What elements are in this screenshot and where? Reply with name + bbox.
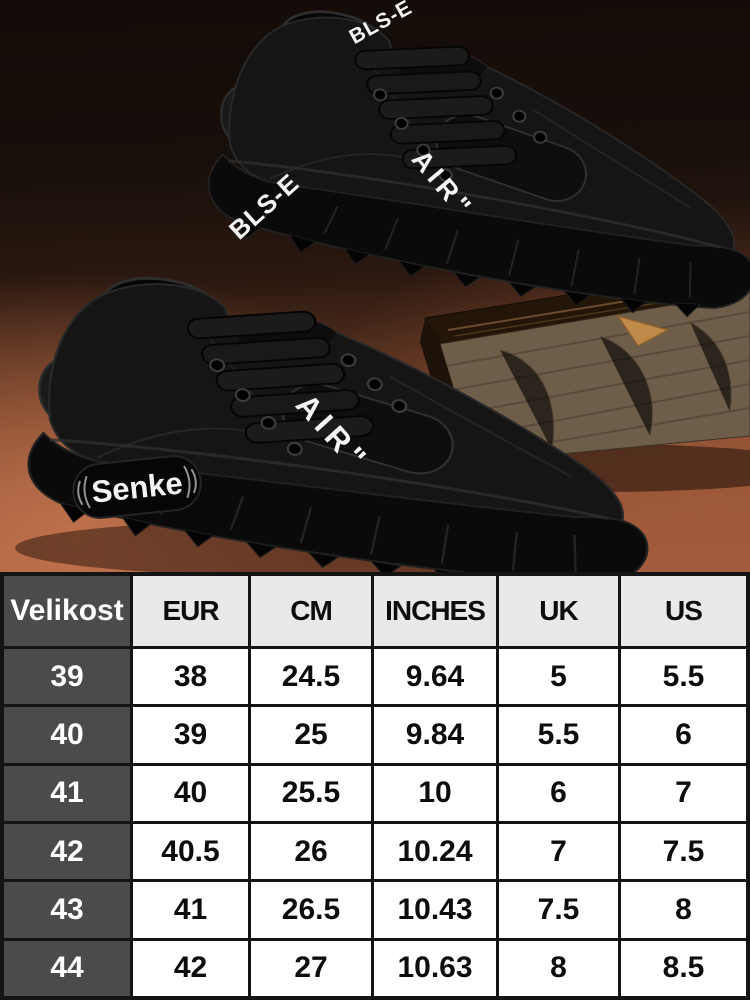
size-table-header-inches: INCHES bbox=[374, 576, 496, 646]
size-row-label: 43 bbox=[4, 882, 130, 938]
product-photo-art: Senke BLS-E AIR" BLS-E AIR" bbox=[10, 0, 750, 572]
size-cell-uk: 7 bbox=[499, 823, 618, 880]
size-cell-inches: 10 bbox=[374, 765, 496, 821]
size-cell-uk: 7.5 bbox=[499, 882, 618, 938]
size-cell-inches: 10.43 bbox=[374, 882, 496, 938]
size-cell-eur: 39 bbox=[133, 707, 248, 763]
size-cell-cm: 24.5 bbox=[251, 649, 371, 705]
size-chart-table: Velikost EUR CM INCHES UK US 39 38 24.5 … bbox=[0, 572, 750, 1000]
size-cell-uk: 6 bbox=[499, 765, 618, 821]
size-cell-inches: 9.84 bbox=[374, 707, 496, 763]
size-cell-us: 8 bbox=[621, 882, 746, 938]
size-table-header-cm: CM bbox=[251, 576, 371, 646]
size-cell-cm: 27 bbox=[251, 940, 371, 996]
size-cell-us: 7 bbox=[621, 765, 746, 821]
size-cell-inches: 10.63 bbox=[374, 940, 496, 996]
size-row-label: 40 bbox=[4, 707, 130, 763]
size-cell-cm: 26.5 bbox=[251, 882, 371, 938]
size-row-label: 41 bbox=[4, 765, 130, 821]
size-cell-eur: 42 bbox=[133, 940, 248, 996]
size-row-label: 44 bbox=[4, 940, 130, 996]
size-cell-eur: 40 bbox=[133, 765, 248, 821]
size-cell-cm: 25.5 bbox=[251, 765, 371, 821]
size-cell-uk: 5.5 bbox=[499, 707, 618, 763]
size-row-label: 42 bbox=[4, 823, 130, 880]
size-cell-uk: 5 bbox=[499, 649, 618, 705]
sole-logo-capsule: Senke bbox=[72, 455, 202, 519]
size-cell-eur: 38 bbox=[133, 649, 248, 705]
size-cell-us: 7.5 bbox=[621, 823, 746, 880]
size-cell-cm: 25 bbox=[251, 707, 371, 763]
size-cell-eur: 40.5 bbox=[133, 823, 248, 880]
size-cell-cm: 26 bbox=[251, 823, 371, 880]
size-cell-uk: 8 bbox=[499, 940, 618, 996]
size-table-header-eur: EUR bbox=[133, 576, 248, 646]
size-row-label: 39 bbox=[4, 649, 130, 705]
size-cell-us: 6 bbox=[621, 707, 746, 763]
product-photo: Senke BLS-E AIR" BLS-E AIR" bbox=[0, 0, 750, 572]
size-table-header-uk: UK bbox=[499, 576, 618, 646]
size-cell-us: 8.5 bbox=[621, 940, 746, 996]
size-cell-us: 5.5 bbox=[621, 649, 746, 705]
size-table-header-us: US bbox=[621, 576, 746, 646]
size-cell-inches: 9.64 bbox=[374, 649, 496, 705]
sneaker-back bbox=[190, 0, 750, 343]
size-table-header-velikost: Velikost bbox=[4, 576, 130, 646]
size-cell-inches: 10.24 bbox=[374, 823, 496, 880]
size-cell-eur: 41 bbox=[133, 882, 248, 938]
